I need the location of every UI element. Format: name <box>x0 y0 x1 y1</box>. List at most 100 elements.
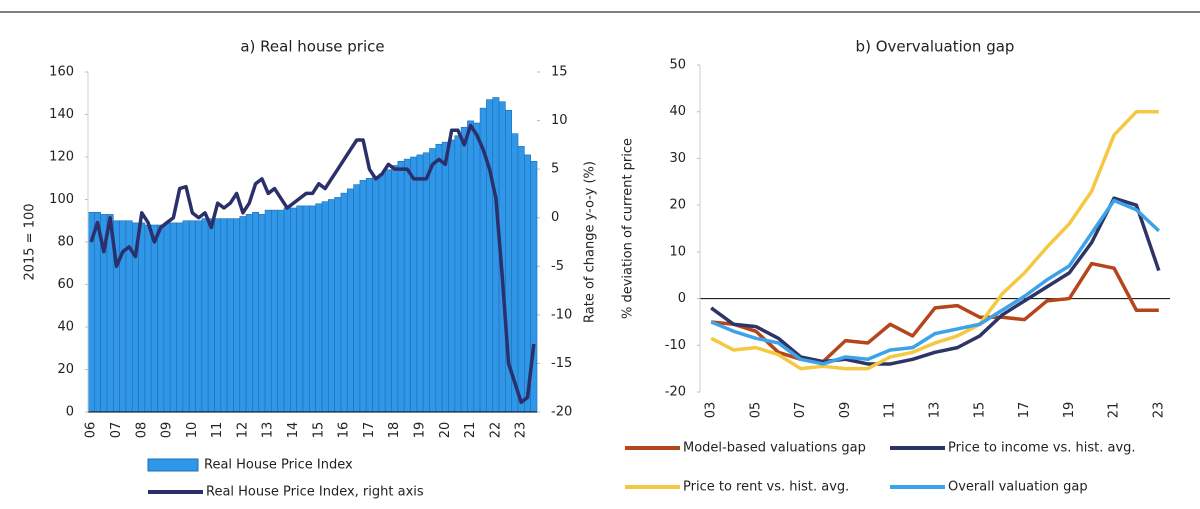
y-tick-label: 120 <box>49 150 74 165</box>
bar <box>517 146 525 413</box>
bar <box>201 218 209 413</box>
x-tick-label: 10 <box>185 422 200 439</box>
line <box>710 196 1161 366</box>
bar <box>473 122 481 413</box>
y-tick-label: 100 <box>49 192 74 207</box>
y-tick-label: 80 <box>57 235 74 250</box>
x-tick-label: 07 <box>793 402 808 419</box>
bar <box>258 214 266 413</box>
bar <box>283 207 291 413</box>
x-tick-label: 13 <box>261 422 276 439</box>
y-tick-label: 20 <box>669 198 686 213</box>
bar <box>252 211 260 413</box>
x-tick-label: 18 <box>387 422 402 439</box>
bar <box>460 126 468 413</box>
chart-title: a) Real house price <box>240 38 384 56</box>
y2-tick-label: -5 <box>551 259 564 274</box>
bar <box>486 99 494 413</box>
x-tick-label: 21 <box>463 422 478 439</box>
y-tick-label: 50 <box>669 58 686 73</box>
bar <box>188 220 196 413</box>
bar <box>296 205 304 413</box>
x-tick-label: 15 <box>972 402 987 419</box>
x-tick-label: 13 <box>928 402 943 419</box>
y-axis-label: % deviation of current price <box>621 138 636 319</box>
x-tick-label: 09 <box>160 422 175 439</box>
x-tick-label: 08 <box>134 422 149 439</box>
y2-tick-label: -10 <box>551 307 572 322</box>
y-tick-label: 30 <box>669 151 686 166</box>
bar <box>372 175 380 413</box>
x-tick-label: 16 <box>337 422 352 439</box>
x-tick-label: 07 <box>109 422 124 439</box>
bar <box>207 218 215 413</box>
bar <box>384 169 392 413</box>
bar <box>163 222 171 413</box>
bar <box>410 156 418 413</box>
bar <box>169 222 177 413</box>
y-tick-label: -20 <box>665 385 686 400</box>
y2-tick-label: 10 <box>551 113 568 128</box>
y2-tick-label: -15 <box>551 356 572 371</box>
legend-label: Price to rent vs. hist. avg. <box>683 480 849 495</box>
x-tick-label: 20 <box>438 422 453 439</box>
bar <box>182 220 190 413</box>
bar <box>271 209 279 413</box>
line <box>710 198 1161 366</box>
chart-title: b) Overvaluation gap <box>856 38 1015 56</box>
bar <box>138 222 146 413</box>
bar <box>334 197 342 413</box>
bar <box>416 154 424 413</box>
bar <box>492 97 500 413</box>
bar <box>214 218 222 413</box>
y2-tick-label: -20 <box>551 405 572 420</box>
y-tick-label: 140 <box>49 107 74 122</box>
bar <box>87 211 95 413</box>
legend-label: Real House Price Index, right axis <box>206 485 424 500</box>
x-tick-label: 11 <box>210 422 225 439</box>
bar <box>309 205 316 413</box>
bar <box>290 207 297 413</box>
y-tick-label: 60 <box>57 277 74 292</box>
x-tick-label: 15 <box>311 422 326 439</box>
bar <box>321 201 329 413</box>
y-axis-label: 2015 = 100 <box>23 203 38 280</box>
y-tick-label: 0 <box>678 291 686 306</box>
x-tick-label: 12 <box>235 422 250 439</box>
bar <box>454 135 462 413</box>
x-tick-label: 17 <box>1017 402 1032 419</box>
y-tick-label: -10 <box>665 338 686 353</box>
bar <box>144 224 152 413</box>
y-tick-label: 40 <box>57 320 74 335</box>
bar <box>353 184 361 413</box>
y-tick-label: 20 <box>57 362 74 377</box>
bar <box>403 158 411 413</box>
y-tick-label: 10 <box>669 244 686 259</box>
x-tick-label: 23 <box>514 422 529 439</box>
y-tick-label: 160 <box>49 65 74 80</box>
bar <box>302 205 310 413</box>
bar <box>378 173 386 413</box>
bar <box>315 203 323 413</box>
y-tick-label: 0 <box>66 405 74 420</box>
x-tick-label: 14 <box>286 422 301 439</box>
bar <box>239 216 247 413</box>
bar <box>397 160 405 413</box>
y2-tick-label: 5 <box>551 162 559 177</box>
x-tick-label: 17 <box>362 422 377 439</box>
bar <box>233 218 241 413</box>
bar <box>264 209 272 413</box>
x-tick-label: 09 <box>838 402 853 419</box>
bar <box>277 209 285 413</box>
line <box>89 123 536 405</box>
x-tick-label: 19 <box>1062 402 1077 419</box>
y-tick-label: 40 <box>669 104 686 119</box>
bar <box>157 224 165 413</box>
x-tick-label: 03 <box>704 402 719 419</box>
bar <box>226 218 234 413</box>
bar <box>435 143 443 413</box>
bar <box>328 199 335 413</box>
bar <box>511 133 519 413</box>
x-tick-label: 22 <box>488 422 503 439</box>
